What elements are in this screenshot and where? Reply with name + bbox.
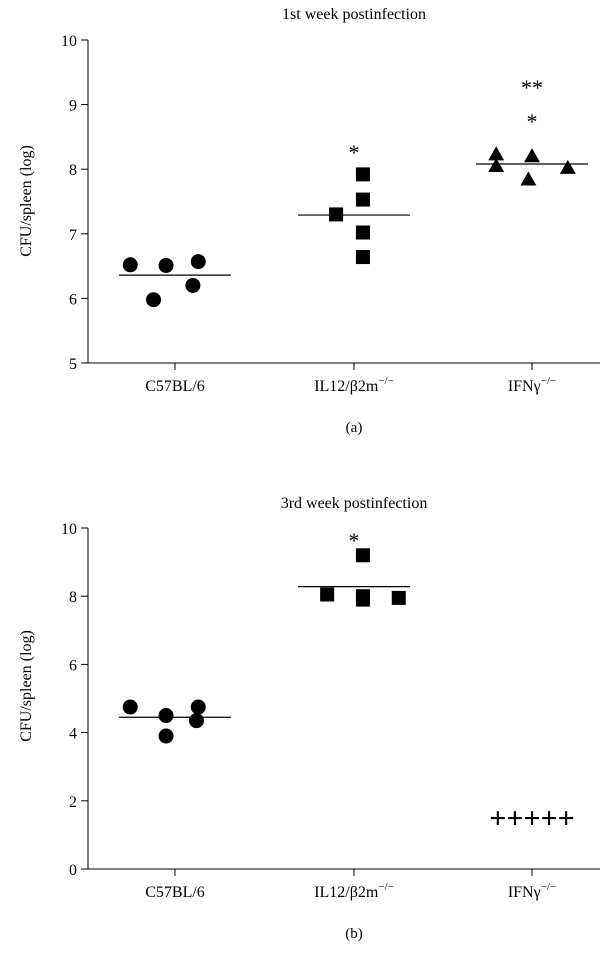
data-point-circle xyxy=(146,292,162,308)
data-point-square xyxy=(355,250,370,265)
y-tick-label: 8 xyxy=(69,162,77,179)
data-point-square xyxy=(355,192,370,207)
data-point-triangle xyxy=(488,157,505,172)
data-point-circle xyxy=(158,728,174,744)
significance-annotation: ** xyxy=(343,0,365,5)
chart-title: 3rd week postinfection xyxy=(281,495,428,512)
x-tick-label: IL12/β2m−/− xyxy=(314,375,394,395)
y-axis-label: CFU/spleen (log) xyxy=(18,630,35,742)
data-point-square xyxy=(355,167,370,182)
data-point-triangle xyxy=(559,159,576,174)
data-point-square xyxy=(355,548,370,563)
data-point-circle xyxy=(158,257,174,273)
data-point-circle xyxy=(122,257,138,273)
x-tick-label: C57BL/6 xyxy=(145,378,205,395)
data-point-circle xyxy=(122,699,138,715)
y-tick-label: 5 xyxy=(69,356,77,373)
y-tick-label: 6 xyxy=(69,657,77,674)
data-point-triangle xyxy=(488,146,505,161)
y-tick-label: 6 xyxy=(69,291,77,308)
data-point-square xyxy=(355,225,370,240)
y-tick-label: 8 xyxy=(69,589,77,606)
significance-annotation: * xyxy=(527,109,538,134)
panel-label: (b) xyxy=(345,926,363,942)
y-axis-label: CFU/spleen (log) xyxy=(18,145,35,257)
y-tick-label: 7 xyxy=(69,227,77,244)
data-point-plus: +++++ xyxy=(489,802,574,835)
data-point-square xyxy=(355,589,370,604)
y-tick-label: 0 xyxy=(69,862,77,879)
chart-panel-b: 3rd week postinfection CFU/spleen (log) … xyxy=(18,495,600,942)
y-tick-label: 10 xyxy=(61,521,77,538)
chart-title: 1st week postinfection xyxy=(282,6,426,23)
y-tick-label: 9 xyxy=(69,98,77,115)
significance-annotation: * xyxy=(170,0,181,5)
x-tick-label: IFNγ−/− xyxy=(508,881,556,901)
data-point-circle xyxy=(190,699,206,715)
data-point-circle xyxy=(190,254,206,270)
data-point-square xyxy=(320,587,335,602)
x-tick-label: C57BL/6 xyxy=(145,884,205,901)
data-point-triangle xyxy=(524,148,540,163)
significance-annotation: ** xyxy=(521,75,543,100)
data-point-square xyxy=(391,590,406,605)
y-tick-label: 2 xyxy=(69,794,77,811)
data-point-triangle xyxy=(520,171,537,186)
data-point-circle xyxy=(158,708,174,724)
significance-annotation: * xyxy=(349,140,360,165)
chart-panel-a: 1st week postinfection CFU/spleen (log) … xyxy=(18,0,600,436)
data-point-square xyxy=(329,207,344,222)
x-tick-label: IFNγ−/− xyxy=(508,375,556,395)
y-tick-label: 4 xyxy=(69,726,77,743)
data-point-circle xyxy=(188,713,204,729)
x-tick-label: IL12/β2m−/− xyxy=(314,881,394,901)
data-point-circle xyxy=(185,277,201,293)
significance-annotation: * xyxy=(349,528,360,553)
y-tick-label: 10 xyxy=(61,33,77,50)
panel-label: (a) xyxy=(346,420,363,436)
